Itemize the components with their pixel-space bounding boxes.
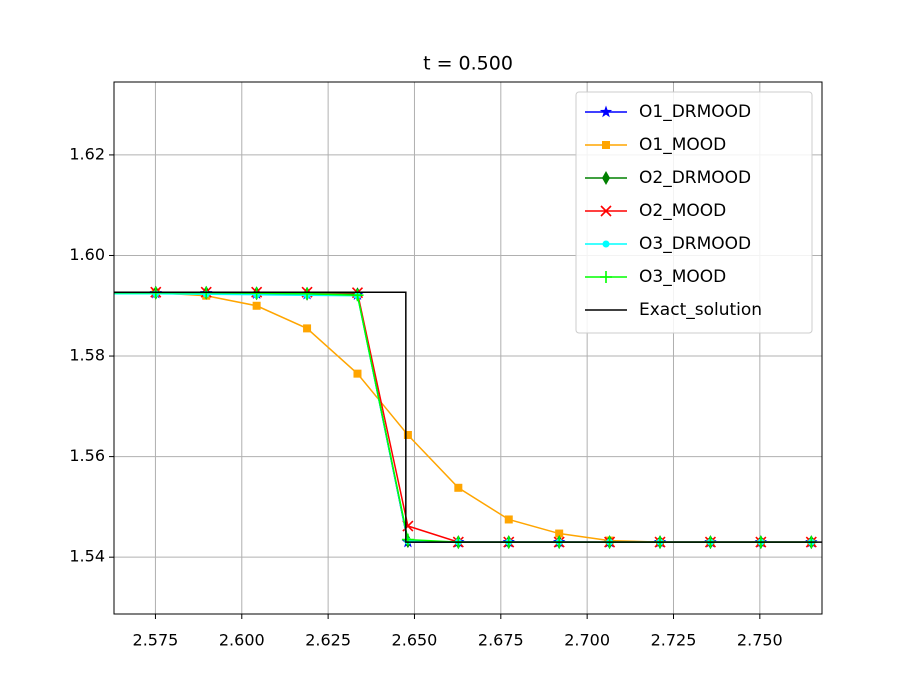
marker [102,290,109,297]
legend-label: Exact_solution [639,300,762,320]
marker [101,286,109,300]
y-tick-label: 1.56 [69,446,105,465]
y-tick-label: 1.60 [69,245,105,264]
x-tick-label: 2.675 [478,631,524,650]
x-tick-label: 2.725 [651,631,697,650]
legend-label: O2_DRMOOD [639,168,751,188]
x-tick-label: 2.700 [564,631,610,650]
y-tick-label: 1.54 [69,547,105,566]
x-tick-label: 2.600 [219,631,265,650]
legend-label: O1_MOOD [639,135,726,155]
marker [101,288,109,296]
legend-label: O3_DRMOOD [639,234,751,254]
legend-label: O3_MOOD [639,267,726,287]
legend-label: O1_DRMOOD [639,102,751,122]
legend-label: O2_MOOD [639,201,726,221]
legend-box [575,91,813,334]
x-tick-label: 2.575 [133,631,179,650]
plot-area [99,285,822,550]
marker [555,529,564,538]
chart-title: t = 0.500 [423,53,513,75]
marker [100,287,110,297]
marker [303,324,312,333]
series-line [114,291,822,543]
marker [99,287,111,299]
marker [252,301,261,310]
marker [599,105,613,118]
x-tick-label: 2.625 [305,631,351,650]
marker [454,483,463,492]
axes-frame [113,81,823,615]
x-tick-label: 2.650 [392,631,438,650]
marker [602,141,610,149]
marker [401,533,414,546]
marker [600,205,612,217]
marker [403,430,412,439]
marker [250,287,263,300]
marker [504,515,513,524]
y-tick-label: 1.58 [69,346,105,365]
marker [602,240,610,248]
marker [600,271,612,283]
marker [99,287,111,299]
x-tick-label: 2.750 [737,631,783,650]
marker [301,287,314,300]
y-tick-label: 1.62 [69,144,105,163]
marker [602,171,610,185]
marker [353,369,362,378]
marker [351,289,364,302]
